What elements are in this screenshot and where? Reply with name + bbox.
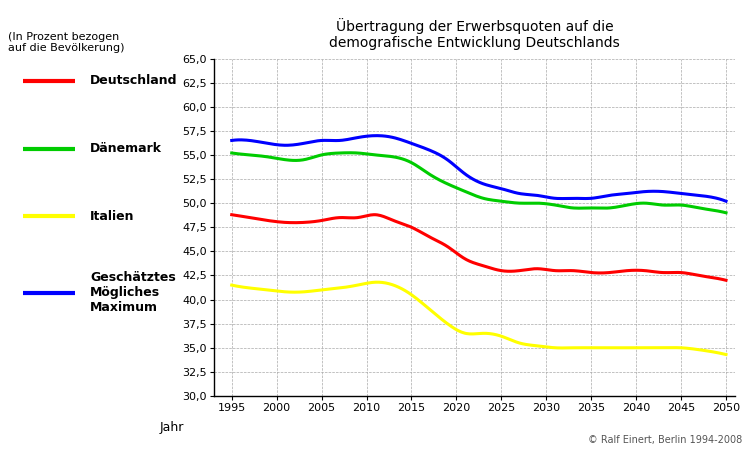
Text: Italien: Italien bbox=[90, 210, 134, 222]
Title: Übertragung der Erwerbsquoten auf die
demografische Entwicklung Deutschlands: Übertragung der Erwerbsquoten auf die de… bbox=[329, 18, 620, 50]
Text: © Ralf Einert, Berlin 1994-2008: © Ralf Einert, Berlin 1994-2008 bbox=[588, 436, 742, 446]
Text: (In Prozent bezogen
auf die Bevölkerung): (In Prozent bezogen auf die Bevölkerung) bbox=[8, 32, 124, 53]
Text: Dänemark: Dänemark bbox=[90, 142, 162, 155]
Text: Geschätztes
Mögliches
Maximum: Geschätztes Mögliches Maximum bbox=[90, 271, 176, 314]
Text: Deutschland: Deutschland bbox=[90, 75, 178, 87]
Text: Jahr: Jahr bbox=[159, 421, 184, 434]
